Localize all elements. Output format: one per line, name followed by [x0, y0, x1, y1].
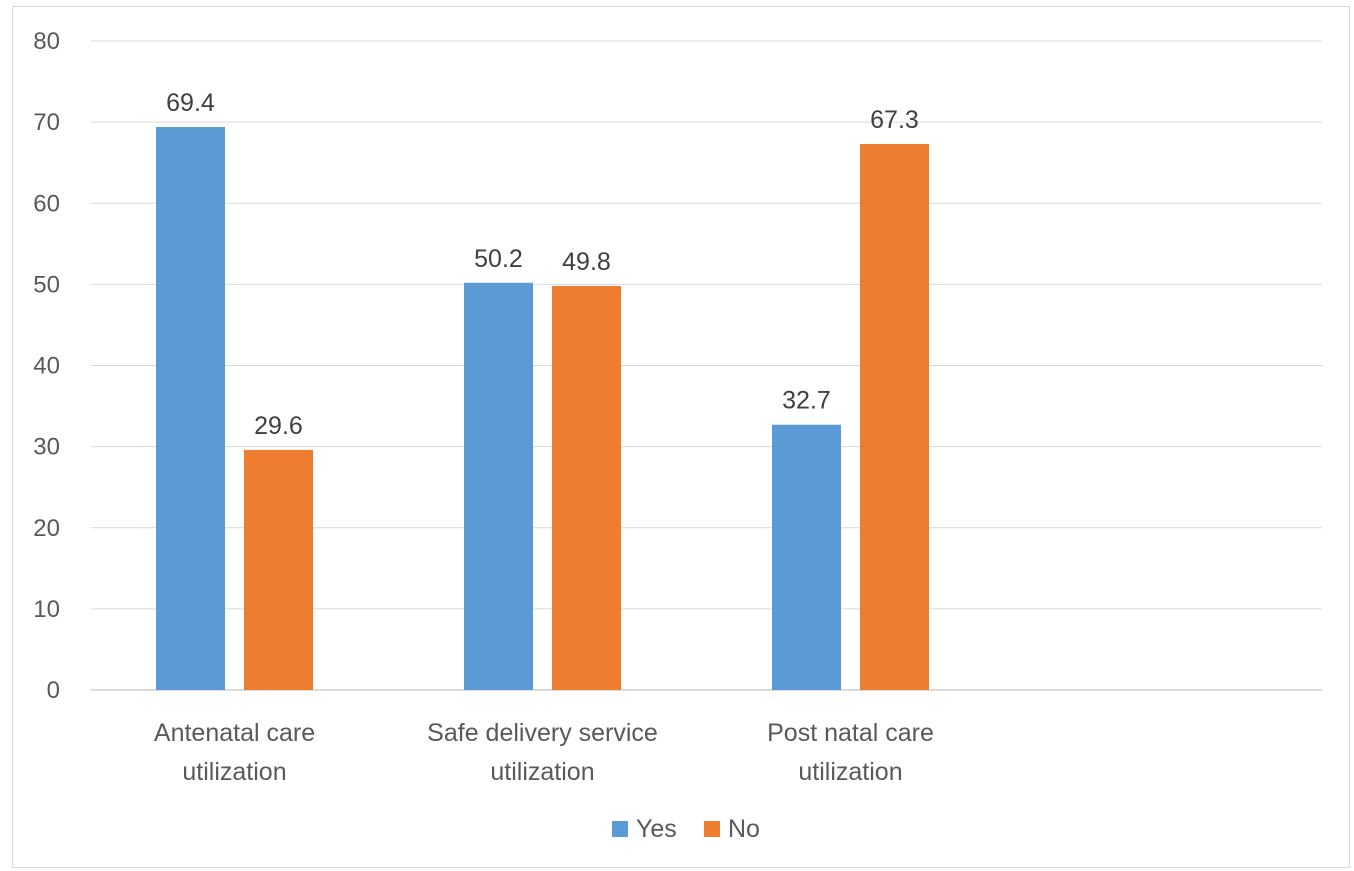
y-tick-label-70: 70 [33, 109, 60, 136]
category-label-2-line-0: Post natal care [767, 719, 934, 747]
legend-swatch-yes [612, 821, 628, 837]
bar-no-2 [860, 144, 929, 690]
category-label-1-line-0: Safe delivery service [427, 719, 658, 747]
y-tick-label-0: 0 [47, 677, 60, 704]
data-label-yes-1: 50.2 [474, 245, 523, 273]
bar-yes-0 [156, 126, 225, 691]
category-label-0-line-1: utilization [182, 758, 286, 786]
bar-no-1 [552, 285, 621, 690]
legend-label-no: No [728, 815, 760, 843]
y-tick-label-50: 50 [33, 271, 60, 298]
bar-yes-1 [464, 282, 533, 690]
data-label-no-2: 67.3 [870, 106, 919, 134]
category-label-1-line-1: utilization [490, 758, 594, 786]
category-label-2-line-1: utilization [798, 758, 902, 786]
y-tick-label-40: 40 [33, 353, 60, 380]
y-tick-label-20: 20 [33, 515, 60, 542]
y-tick-label-10: 10 [33, 596, 60, 623]
data-label-yes-0: 69.4 [166, 89, 215, 117]
data-label-yes-2: 32.7 [782, 387, 831, 415]
bar-yes-2 [772, 424, 841, 690]
data-label-no-0: 29.6 [254, 412, 303, 440]
y-tick-label-30: 30 [33, 434, 60, 461]
chart-frame [12, 6, 1350, 868]
bar-no-0 [244, 449, 313, 690]
legend-swatch-no [704, 821, 720, 837]
y-tick-label-80: 80 [33, 28, 60, 55]
y-tick-label-60: 60 [33, 190, 60, 217]
category-label-0-line-0: Antenatal care [154, 719, 315, 747]
legend-label-yes: Yes [636, 815, 677, 843]
data-label-no-1: 49.8 [562, 248, 611, 276]
